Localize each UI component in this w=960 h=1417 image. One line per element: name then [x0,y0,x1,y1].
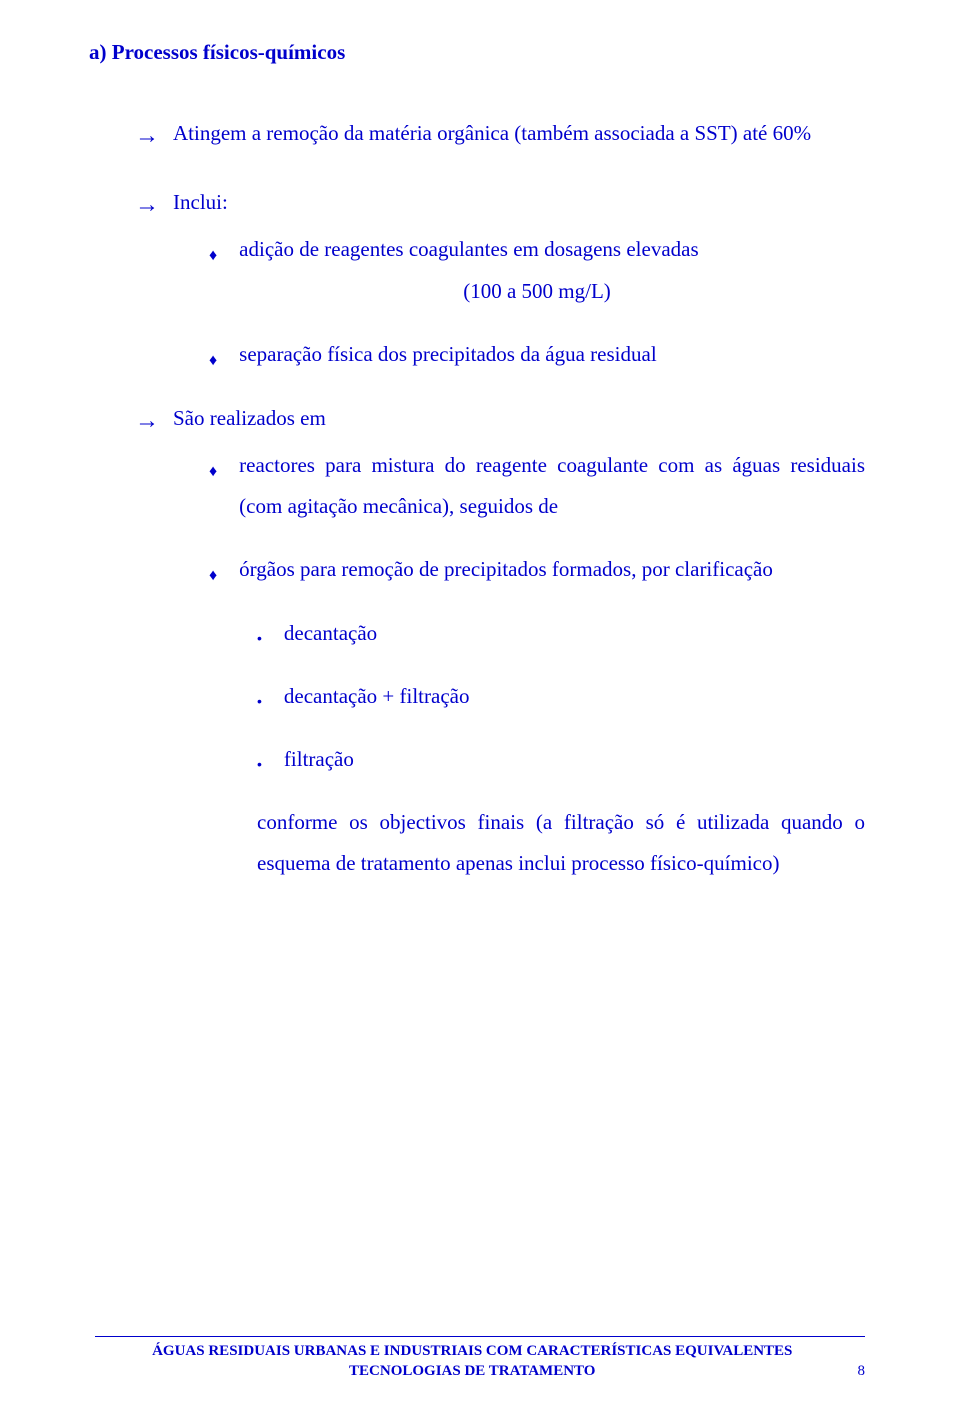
bullet-icon: • [257,751,262,780]
list-item: → Atingem a remoção da matéria orgânica … [95,113,865,160]
list-item: • decantação + filtração [95,676,865,717]
footer-line2: TECNOLOGIAS DE TRATAMENTO [349,1363,595,1379]
diamond-icon: ♦ [209,456,217,527]
item-text: filtração [284,739,865,780]
item-text: São realizados em [173,398,865,445]
document-content: a) Processos físicos-químicos → Atingem … [95,40,865,883]
bullet-icon: • [257,625,262,654]
list-item: ♦ adição de reagentes coagulantes em dos… [95,229,865,271]
bullet-icon: • [257,688,262,717]
section-heading: a) Processos físicos-químicos [89,40,865,65]
item-text: decantação [284,613,865,654]
list-item: • decantação [95,613,865,654]
footer-line1: ÁGUAS RESIDUAIS URBANAS E INDUSTRIAIS CO… [152,1343,792,1359]
list-item: ♦ órgãos para remoção de precipitados fo… [95,549,865,591]
arrow-icon: → [135,113,159,160]
item-text: adição de reagentes coagulantes em dosag… [239,229,865,271]
item-text: decantação + filtração [284,676,865,717]
diamond-icon: ♦ [209,240,217,271]
item-text: Atingem a remoção da matéria orgânica (t… [173,113,865,160]
item-text: separação física dos precipitados da águ… [239,334,865,376]
list-item: → São realizados em [95,398,865,445]
footer-title: ÁGUAS RESIDUAIS URBANAS E INDUSTRIAIS CO… [95,1341,850,1382]
list-item: ♦ separação física dos precipitados da á… [95,334,865,376]
page-number: 8 [850,1363,866,1381]
list-item: ♦ reactores para mistura do reagente coa… [95,445,865,527]
list-item: → Inclui: [95,182,865,229]
item-text: reactores para mistura do reagente coagu… [239,445,865,527]
footer-divider [95,1336,865,1337]
arrow-icon: → [135,398,159,445]
item-continuation: (100 a 500 mg/L) [95,271,865,312]
item-text: órgãos para remoção de precipitados form… [239,549,865,591]
diamond-icon: ♦ [209,560,217,591]
item-continuation: conforme os objectivos finais (a filtraç… [95,802,865,884]
list-item: • filtração [95,739,865,780]
page-footer: ÁGUAS RESIDUAIS URBANAS E INDUSTRIAIS CO… [95,1336,865,1382]
item-text: Inclui: [173,182,865,229]
diamond-icon: ♦ [209,345,217,376]
arrow-icon: → [135,182,159,229]
